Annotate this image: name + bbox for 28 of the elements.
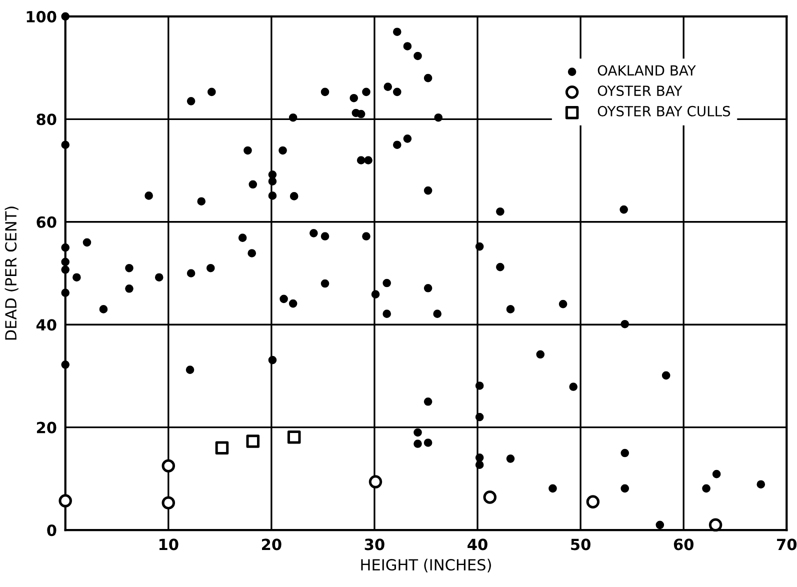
point: [246, 434, 260, 448]
y-tick-label: 0: [47, 524, 56, 536]
y-axis-title: DEAD (PER CENT): [4, 206, 18, 340]
x-tick-label: 10: [159, 538, 178, 550]
legend-label: OYSTER BAY CULLS: [598, 106, 730, 116]
legend-label: OAKLAND BAY: [598, 65, 696, 76]
point: [483, 490, 497, 504]
y-tick-label: 100: [26, 10, 56, 22]
x-tick-label: 20: [262, 538, 282, 550]
point: [215, 441, 229, 455]
point: [162, 496, 176, 510]
y-tick-label: 80: [36, 114, 56, 126]
x-tick-label: 50: [571, 538, 590, 550]
y-tick-label: 60: [36, 216, 56, 228]
point: [162, 459, 176, 472]
point: [287, 430, 301, 444]
x-tick-label: 70: [777, 538, 797, 550]
y-tick-label: 20: [36, 422, 56, 434]
x-axis-title: HEIGHT (INCHES): [361, 558, 491, 572]
point: [586, 495, 600, 508]
x-tick-label: 40: [468, 538, 488, 550]
x-tick-label: 60: [674, 538, 694, 550]
legend-label: OYSTER BAY: [598, 86, 682, 96]
point: [58, 494, 72, 508]
point: [368, 475, 382, 488]
y-tick-label: 40: [36, 319, 56, 331]
point: [708, 518, 722, 532]
x-tick-label: 30: [364, 538, 384, 550]
